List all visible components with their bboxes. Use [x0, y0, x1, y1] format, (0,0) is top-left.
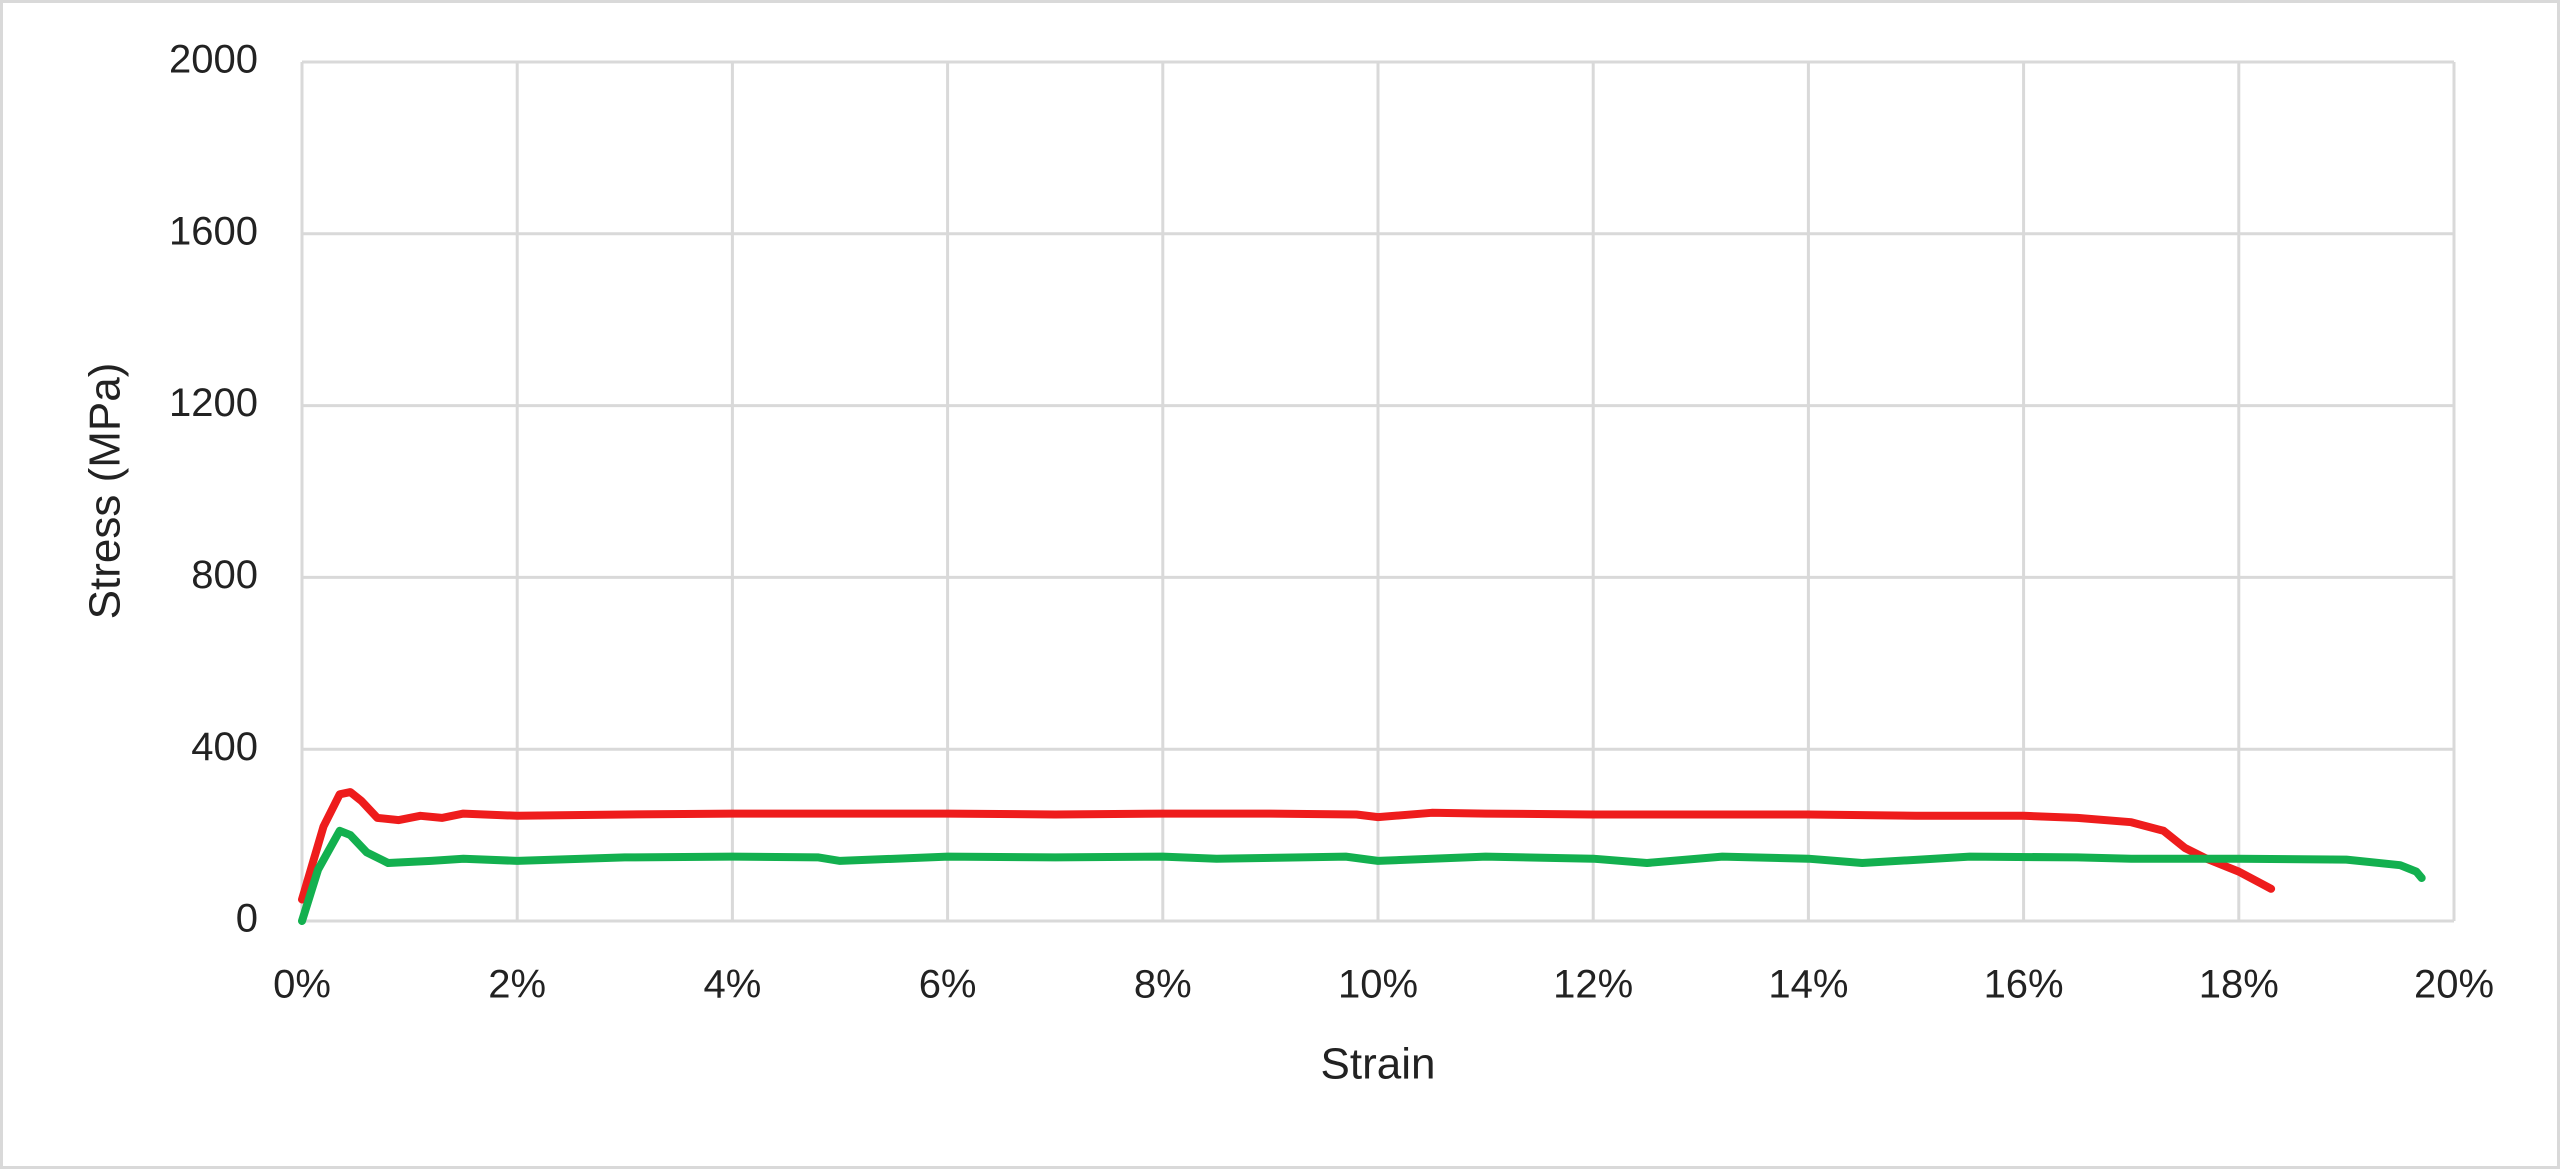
x-tick-label: 20%	[2414, 963, 2494, 1007]
x-tick-label: 8%	[1134, 963, 1192, 1007]
x-tick-label: 4%	[703, 963, 761, 1007]
x-tick-label: 10%	[1338, 963, 1418, 1007]
x-tick-label: 2%	[488, 963, 546, 1007]
x-tick-label: 0%	[273, 963, 331, 1007]
x-tick-label: 6%	[919, 963, 977, 1007]
series-line	[298, 788, 2276, 904]
y-tick-label: 2000	[169, 38, 258, 82]
x-tick-label: 18%	[2199, 963, 2279, 1007]
x-tick-label: 12%	[1553, 963, 1633, 1007]
y-tick-label: 1600	[169, 209, 258, 253]
series-line	[298, 826, 2426, 925]
y-tick-label: 1200	[169, 381, 258, 425]
y-tick-label: 0	[236, 897, 258, 941]
x-tick-label: 16%	[1984, 963, 2064, 1007]
y-axis-label: Stress (MPa)	[81, 363, 130, 620]
y-tick-label: 800	[191, 553, 258, 597]
x-tick-label: 14%	[1768, 963, 1848, 1007]
y-tick-label: 400	[191, 725, 258, 769]
x-axis-label: Strain	[1321, 1040, 1436, 1089]
